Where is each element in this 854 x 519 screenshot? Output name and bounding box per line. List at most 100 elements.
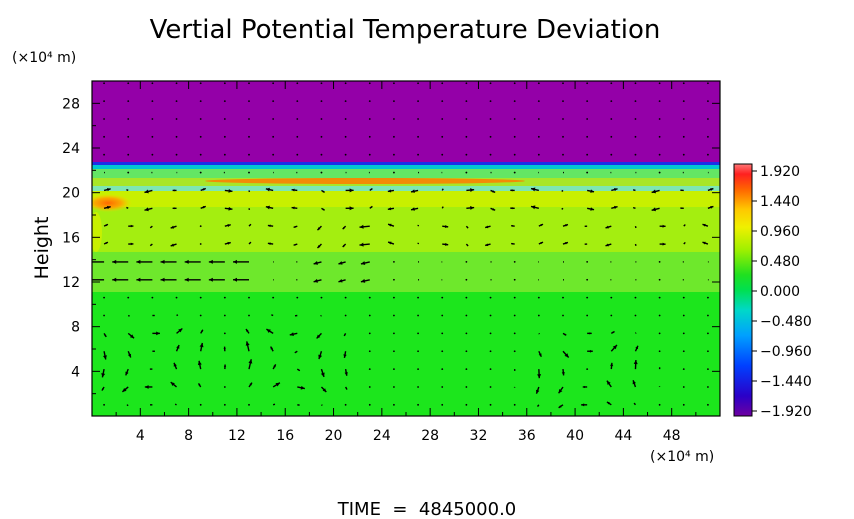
vector-dot [151, 100, 154, 102]
vector-arrowhead [445, 225, 449, 229]
time-label: TIME = 4845000.0 [337, 499, 517, 519]
vector-dot [417, 135, 419, 138]
vector-arrowhead [197, 360, 202, 366]
vector-dot [393, 171, 395, 174]
vector-dot [513, 350, 516, 353]
vector-dot [610, 100, 613, 102]
vector-arrowhead [172, 207, 175, 210]
vector-arrowhead [565, 241, 568, 245]
vector-arrowhead [387, 207, 392, 211]
vector-dot [175, 153, 178, 156]
vector-arrowhead [612, 331, 615, 334]
vector-arrowhead [170, 382, 175, 386]
vector-dot [707, 153, 709, 156]
vector-dot [658, 278, 661, 281]
vector-arrowhead [710, 205, 714, 209]
vector-dot [199, 100, 202, 102]
vector-dot [344, 100, 347, 102]
vector-arrowhead [360, 261, 366, 265]
vector-dot [368, 386, 371, 388]
vector-arrowhead [590, 207, 595, 211]
vector-dot [127, 118, 130, 120]
vector-dot [610, 153, 613, 156]
vector-dot [103, 296, 105, 299]
vector-arrowhead [634, 403, 636, 405]
vector-dot [296, 100, 299, 102]
vector-dot [393, 403, 395, 406]
vector-arrowhead [466, 226, 469, 229]
vector-dot [489, 100, 492, 102]
vector-dot [368, 332, 371, 335]
y-tick-label: 24 [62, 141, 80, 157]
vector-dot [393, 296, 395, 299]
x-tick-label: 8 [184, 428, 193, 444]
vector-dot [248, 314, 250, 317]
vector-dot [441, 403, 444, 406]
vector-dot [127, 153, 130, 156]
vector-arrowhead [322, 208, 325, 211]
vector-arrowhead [388, 241, 392, 245]
field-band-lightgreen [92, 169, 720, 178]
vector-arrowhead [680, 207, 683, 210]
vector-dot [223, 100, 226, 102]
colorbar-tick-label: 1.440 [760, 194, 800, 210]
vector-arrowhead [126, 404, 128, 406]
vector-arrowhead [248, 208, 250, 210]
vector-dot [344, 118, 347, 120]
vector-dot [513, 314, 516, 317]
vector-arrowhead [342, 244, 345, 247]
field-band-orange-streak [205, 178, 525, 184]
vector-dot [199, 403, 202, 406]
vector-dot [393, 82, 395, 85]
field-band-yellowgreen-mid [92, 207, 720, 252]
vector-dot [199, 171, 202, 174]
vector-arrowhead [411, 189, 415, 193]
x-tick-label: 4 [136, 428, 145, 444]
vector-dot [682, 332, 685, 335]
vector-arrowhead [349, 206, 354, 211]
vector-arrowhead [590, 189, 595, 193]
vector-dot [320, 296, 323, 299]
heatmap-field [92, 81, 720, 416]
vector-arrowhead [291, 206, 295, 210]
vector-dot [465, 386, 468, 388]
vector-arrowhead [184, 277, 189, 282]
vector-arrowhead [589, 349, 593, 353]
vector-dot [441, 296, 444, 299]
vector-arrowhead [582, 385, 585, 389]
vector-arrowhead [651, 207, 657, 212]
vector-dot [489, 296, 492, 299]
vector-dot [489, 135, 492, 138]
vector-dot [682, 350, 685, 353]
vector-dot [707, 332, 709, 335]
vector-dot [513, 261, 516, 263]
vector-dot [272, 100, 275, 102]
vector-dot [248, 153, 250, 156]
vector-dot [248, 118, 250, 120]
vector-dot [151, 118, 154, 120]
vector-arrowhead [126, 207, 128, 209]
vector-arrowhead [633, 189, 635, 191]
vector-dot [707, 403, 709, 406]
x-tick-label: 28 [421, 428, 439, 444]
vector-dot [658, 100, 661, 102]
vector-arrowhead [635, 226, 637, 228]
vector-arrowhead [659, 367, 661, 369]
x-tick-label: 44 [614, 428, 632, 444]
vector-dot [199, 135, 202, 138]
vector-dot [417, 332, 419, 335]
vector-dot [658, 135, 661, 138]
vector-dot [707, 350, 709, 353]
vector-dot [223, 332, 226, 335]
vector-arrowhead [584, 225, 586, 227]
vector-arrowhead [540, 242, 544, 245]
vector-arrowhead [208, 277, 213, 282]
vector-dot [127, 82, 130, 85]
vector-arrowhead [338, 261, 343, 265]
y-unit-label: (×10⁴ m) [12, 50, 76, 66]
vector-arrowhead [245, 341, 250, 346]
vector-dot [610, 314, 613, 317]
vector-arrowhead [344, 372, 348, 376]
vector-arrowhead [589, 332, 592, 335]
y-tick-label: 20 [62, 186, 80, 202]
